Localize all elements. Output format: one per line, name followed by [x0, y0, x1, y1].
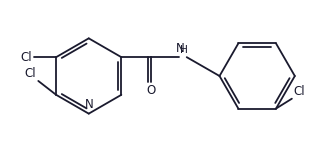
Text: N: N [176, 42, 184, 55]
Text: Cl: Cl [294, 85, 305, 98]
Text: O: O [146, 84, 156, 97]
Text: N: N [85, 98, 94, 111]
Text: Cl: Cl [21, 51, 32, 64]
Text: Cl: Cl [25, 67, 36, 80]
Text: H: H [180, 45, 188, 55]
